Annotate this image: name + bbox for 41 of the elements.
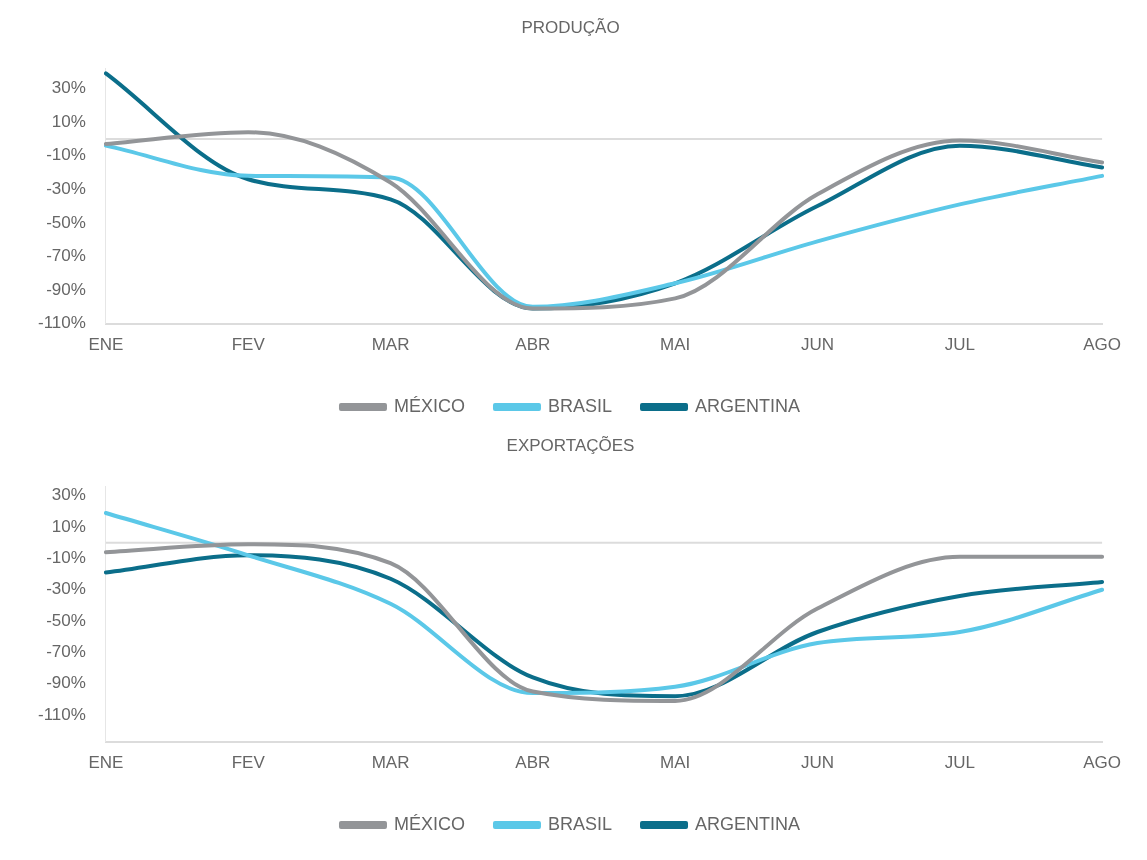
y-tick-label: 30% (51, 485, 86, 505)
y-tick-label: -10% (46, 548, 86, 568)
legend-label: ARGENTINA (695, 813, 801, 834)
x-tick-label: MAR (371, 335, 410, 355)
legend-label: MÉXICO (393, 813, 465, 834)
x-tick-label: JUN (800, 753, 834, 773)
x-tick-label: JUL (944, 335, 975, 355)
x-tick-label: FEV (231, 753, 266, 773)
y-tick-label: 10% (51, 516, 86, 536)
x-tick-label: JUN (800, 335, 834, 355)
y-tick-label: -30% (46, 178, 86, 198)
x-tick-label: ABR (515, 335, 551, 355)
x-tick-label: ABR (515, 753, 551, 773)
legend-label: BRASIL (547, 395, 613, 416)
x-tick-label: MAR (371, 753, 410, 773)
y-tick-label: 30% (51, 78, 86, 98)
y-tick-label: -90% (46, 279, 86, 299)
x-tick-label: AGO (1083, 753, 1122, 773)
legend-label: ARGENTINA (695, 395, 801, 416)
x-tick-label: FEV (231, 335, 266, 355)
y-tick-label: -70% (46, 642, 86, 662)
y-tick-label: -30% (46, 579, 86, 599)
y-tick-label: -110% (37, 704, 86, 724)
chart-title: PRODUÇÃO (521, 17, 620, 37)
y-tick-label: -10% (46, 145, 86, 165)
x-tick-label: ENE (88, 335, 124, 355)
y-tick-label: -110% (37, 313, 86, 333)
x-tick-label: ENE (88, 753, 124, 773)
y-tick-label: -50% (46, 610, 86, 630)
y-tick-label: -70% (46, 246, 86, 266)
legend-label: BRASIL (547, 813, 613, 834)
chart-title: EXPORTAÇÕES (506, 435, 635, 455)
x-tick-label: JUL (944, 753, 975, 773)
y-tick-label: -50% (46, 212, 86, 232)
x-tick-label: AGO (1083, 335, 1122, 355)
line-series (103, 511, 1105, 696)
y-tick-label: 10% (51, 111, 86, 131)
legend-label: MÉXICO (393, 395, 465, 416)
y-tick-label: -90% (46, 673, 86, 693)
x-tick-label: MAI (660, 753, 691, 773)
x-tick-label: MAI (660, 335, 691, 355)
